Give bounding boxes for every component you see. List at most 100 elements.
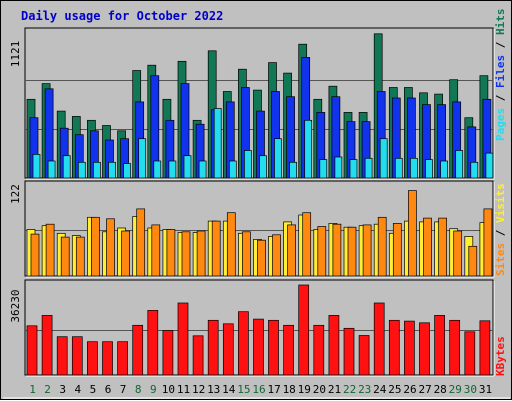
pages-bar — [228, 160, 237, 179]
sites-bar — [347, 226, 357, 277]
pages-bar — [244, 150, 252, 179]
kbytes-bar — [298, 284, 310, 376]
pages-bar — [379, 138, 388, 179]
day-label: 4 — [74, 383, 81, 396]
sites-bar — [121, 230, 130, 277]
kbytes-bar — [238, 311, 249, 376]
kbytes-bar — [434, 315, 445, 376]
pages-bar — [138, 138, 147, 179]
pages-bar — [153, 160, 162, 179]
pages-bar — [47, 160, 56, 179]
middle-ymax-label: 122 — [9, 184, 22, 204]
day-label: 10 — [162, 383, 175, 396]
kbytes-bar — [102, 341, 113, 376]
legend-part: Files — [494, 55, 507, 88]
day-label: 27 — [418, 383, 431, 396]
sites-bar — [166, 229, 176, 277]
sites-bar — [75, 236, 85, 277]
sites-bar — [438, 217, 447, 277]
pages-bar — [334, 156, 343, 179]
day-label: 8 — [135, 383, 142, 396]
kbytes-bar — [132, 324, 144, 376]
kbytes-bar — [343, 327, 355, 376]
pages-bar — [410, 157, 418, 179]
day-label: 7 — [120, 383, 127, 396]
day-label: 23 — [358, 383, 371, 396]
kbytes-bar — [117, 341, 128, 376]
pages-bar — [93, 161, 101, 179]
kbytes-bar — [388, 319, 400, 376]
pages-bar — [319, 159, 328, 179]
sites-bar — [91, 216, 100, 277]
kbytes-bar — [464, 331, 476, 376]
day-label: 14 — [222, 383, 236, 396]
sites-bar — [226, 212, 236, 277]
pages-bar — [394, 157, 403, 179]
day-label: 11 — [177, 383, 190, 396]
legend-pages-files-hits: Pages / Files / Hits — [494, 9, 507, 142]
kbytes-bar — [283, 324, 294, 376]
sites-bar — [483, 208, 493, 277]
kbytes-bar — [192, 335, 204, 376]
kbytes-bar — [404, 320, 415, 376]
sites-bar — [257, 239, 266, 277]
kbytes-bar — [56, 336, 68, 376]
day-label: 13 — [207, 383, 220, 396]
kbytes-bar — [268, 319, 279, 376]
day-label: 19 — [298, 383, 311, 396]
day-label: 18 — [283, 383, 296, 396]
kbytes-bar — [26, 325, 38, 376]
panel-kbytes — [24, 279, 495, 377]
pages-bar — [425, 159, 433, 179]
pages-bar — [183, 155, 192, 179]
day-label: 25 — [388, 383, 401, 396]
sites-bar — [468, 245, 478, 277]
kbytes-bar — [222, 323, 234, 376]
legend-part: Pages — [494, 108, 507, 141]
sites-bar — [151, 224, 161, 277]
sites-bar — [45, 223, 55, 277]
kbytes-bar — [373, 302, 385, 376]
sites-bar — [377, 216, 387, 277]
day-label: 28 — [434, 383, 447, 396]
pages-bar — [364, 157, 373, 179]
pages-bar — [259, 155, 267, 179]
legend-sites-visits: Sites / Visits — [494, 183, 507, 276]
pages-bar — [168, 160, 177, 179]
sites-bar — [317, 226, 327, 277]
legend-part: Hits — [494, 9, 507, 36]
pages-bar — [213, 108, 222, 179]
day-label: 17 — [267, 383, 280, 396]
sites-bar — [408, 190, 417, 277]
pages-bar — [62, 155, 71, 179]
day-label: 1 — [29, 383, 36, 396]
sites-bar — [30, 233, 40, 277]
day-label: 6 — [105, 383, 112, 396]
sites-bar — [332, 223, 342, 277]
kbytes-bar — [162, 330, 174, 376]
kbytes-bar — [177, 302, 189, 376]
kbytes-bar — [87, 341, 98, 376]
pages-bar — [274, 138, 282, 179]
pages-bar — [485, 152, 494, 179]
pages-bar — [349, 159, 358, 179]
sites-bar — [302, 212, 312, 277]
day-label: 16 — [252, 383, 265, 396]
day-label: 3 — [59, 383, 66, 396]
legend-part: / — [494, 35, 507, 55]
sites-bar — [136, 208, 146, 277]
pages-bar — [455, 150, 464, 179]
day-label: 22 — [343, 383, 356, 396]
day-label: 2 — [44, 383, 51, 396]
kbytes-bar — [419, 322, 430, 376]
sites-bar — [272, 234, 281, 277]
day-label: 26 — [403, 383, 416, 396]
pages-bar — [470, 161, 479, 179]
day-label: 15 — [237, 383, 250, 396]
day-label: 9 — [150, 383, 157, 396]
day-label: 30 — [464, 383, 477, 396]
pages-bar — [123, 163, 131, 179]
top-ymax-label: 1121 — [9, 41, 22, 68]
kbytes-bar — [253, 318, 264, 376]
